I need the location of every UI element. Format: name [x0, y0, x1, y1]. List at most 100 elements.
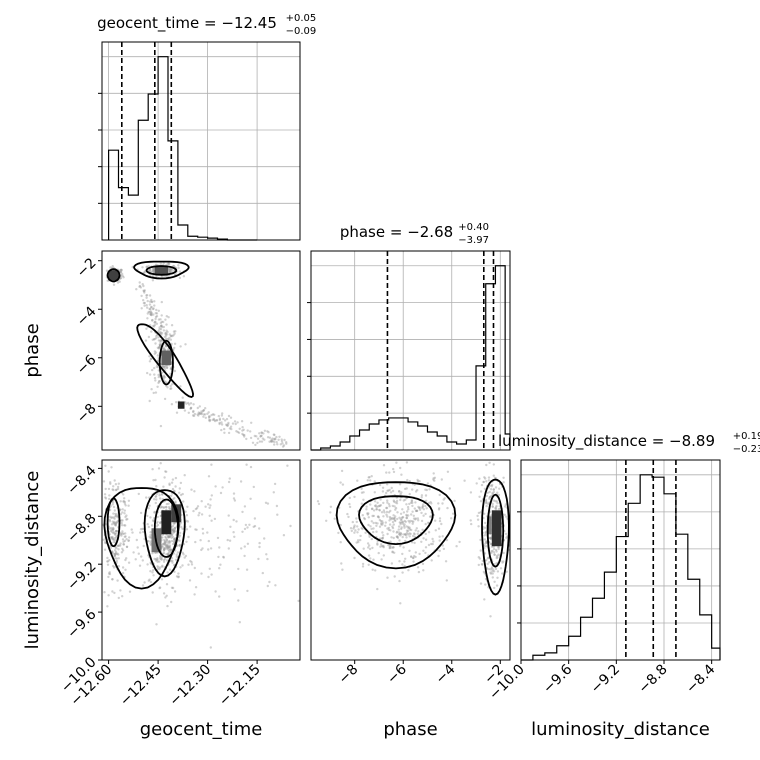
sample-point — [122, 540, 125, 543]
sample-point — [399, 521, 402, 524]
sample-point — [405, 514, 408, 517]
sample-point — [164, 547, 167, 550]
sample-point — [167, 268, 171, 271]
sample-point — [165, 366, 169, 369]
sample-point — [113, 554, 116, 557]
sample-point — [143, 289, 146, 292]
sample-point — [391, 504, 394, 508]
sample-point — [406, 478, 409, 482]
sample-point — [422, 508, 426, 511]
sample-point — [167, 502, 170, 505]
sample-point — [390, 562, 394, 565]
sample-point — [420, 540, 423, 543]
sample-point — [162, 549, 165, 552]
histogram-line — [521, 474, 721, 661]
sample-point — [155, 312, 159, 315]
sample-point — [181, 396, 184, 399]
sample-point — [125, 514, 128, 517]
sample-point — [170, 383, 174, 386]
sample-point — [368, 544, 371, 547]
sample-point — [486, 491, 489, 494]
sample-point — [159, 324, 163, 328]
sample-point — [405, 503, 408, 506]
sample-point — [408, 492, 411, 496]
sample-point — [158, 380, 161, 383]
sample-point — [438, 519, 442, 523]
sample-point — [109, 536, 113, 539]
sample-point — [150, 524, 154, 527]
sample-point — [115, 488, 118, 491]
sample-point — [417, 570, 421, 574]
sample-point — [297, 599, 300, 603]
sample-point — [119, 532, 123, 535]
sample-point — [366, 512, 369, 515]
sample-point — [153, 300, 156, 303]
sample-point — [165, 337, 168, 340]
sample-point — [148, 360, 152, 363]
sample-point — [373, 480, 376, 483]
sample-point — [378, 509, 381, 512]
sample-point — [220, 414, 224, 417]
sample-point — [270, 440, 274, 443]
sample-point — [273, 437, 277, 440]
sample-point — [496, 576, 499, 579]
sample-point — [167, 316, 170, 319]
sample-point — [157, 373, 160, 377]
sample-point — [108, 527, 111, 530]
sample-point — [402, 499, 405, 502]
sample-point — [220, 421, 223, 424]
sample-point — [203, 413, 207, 416]
sample-point — [482, 570, 486, 574]
sample-point — [153, 350, 156, 353]
sample-point — [162, 325, 165, 329]
sample-point — [167, 545, 171, 548]
sample-point — [150, 313, 153, 317]
x-tick-label: −8 — [336, 662, 362, 688]
sample-point — [497, 507, 501, 511]
sample-point — [169, 548, 173, 552]
sample-point — [112, 538, 115, 541]
sample-point — [148, 300, 152, 303]
sample-point — [414, 518, 417, 521]
sample-point — [393, 575, 396, 578]
sample-point — [163, 367, 166, 370]
sample-point — [211, 413, 215, 416]
sample-point — [268, 580, 271, 584]
sample-point — [110, 536, 114, 540]
sample-point — [111, 520, 115, 523]
sample-point — [146, 563, 149, 566]
sample-point — [411, 522, 414, 525]
sample-point — [370, 507, 374, 511]
sample-point — [156, 359, 160, 363]
sample-point — [256, 437, 260, 440]
x-tick-label: −6 — [384, 661, 410, 687]
sample-point — [213, 418, 216, 422]
sample-point — [492, 488, 495, 491]
sample-point — [138, 284, 142, 288]
histogram-panel-luminosity_distance: luminosity_distance = −8.89+0.19−0.23 — [498, 431, 760, 661]
sample-point — [485, 540, 488, 543]
sample-point — [118, 269, 122, 272]
sample-point — [378, 483, 382, 487]
sample-point — [119, 533, 123, 536]
sample-point — [149, 306, 153, 309]
sample-point — [161, 348, 165, 351]
sample-point — [360, 487, 363, 490]
sample-point — [270, 438, 273, 441]
sample-point — [168, 333, 171, 336]
sample-point — [374, 504, 377, 507]
sample-point — [173, 530, 176, 533]
sample-point — [159, 318, 162, 321]
sample-point — [390, 486, 393, 490]
sample-point — [142, 284, 145, 288]
y-axis-label: luminosity_distance — [22, 471, 43, 650]
sample-point — [185, 519, 188, 522]
sample-point — [405, 529, 409, 532]
sample-point — [149, 313, 152, 316]
sample-point — [169, 270, 172, 274]
sample-point — [249, 497, 252, 500]
sample-point — [387, 511, 391, 514]
sample-point — [218, 595, 221, 598]
sample-point — [377, 551, 380, 555]
sample-point — [172, 529, 176, 533]
